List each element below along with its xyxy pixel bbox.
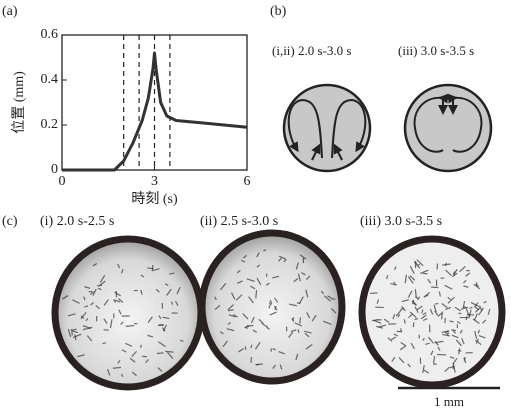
speckle bbox=[180, 340, 183, 341]
speckle bbox=[157, 353, 163, 354]
speckle bbox=[256, 364, 263, 365]
y-tick-label: 0 bbox=[51, 162, 58, 177]
image-title: (ii) 2.5 s-3.0 s bbox=[200, 214, 278, 229]
speckle bbox=[442, 312, 443, 320]
photos bbox=[55, 233, 502, 387]
speckle bbox=[435, 303, 438, 304]
y-tick-label: 0.6 bbox=[41, 27, 59, 42]
speckle bbox=[450, 321, 454, 322]
speckle bbox=[102, 343, 105, 344]
speckle bbox=[97, 285, 102, 286]
image-title: (iii) 3.0 s-3.5 s bbox=[360, 214, 442, 229]
panel-label: (c) bbox=[2, 214, 18, 229]
speckle bbox=[256, 290, 257, 298]
y-tick-label: 0.4 bbox=[41, 72, 59, 87]
photo bbox=[202, 233, 342, 381]
diagram-title: (iii) 3.0 s-3.5 s bbox=[398, 43, 474, 58]
flow-diagram bbox=[284, 85, 370, 171]
x-axis-label: 時刻 (s) bbox=[131, 191, 178, 207]
scale-label: 1 mm bbox=[434, 394, 464, 409]
figure: (a) 0 3 6 0 0.2 0.4 0.6 時刻 (s) 位置 (mm) (b) (i,ii… bbox=[0, 0, 511, 412]
panel-label: (a) bbox=[2, 4, 18, 19]
line-chart: 0 3 6 0 0.2 0.4 0.6 時刻 (s) 位置 (mm) bbox=[11, 27, 250, 207]
speckle bbox=[165, 351, 173, 352]
speckle bbox=[370, 293, 377, 294]
x-tick-label: 6 bbox=[244, 174, 251, 189]
speckle bbox=[113, 367, 121, 368]
x-tick-label: 0 bbox=[59, 174, 66, 189]
diagram-title: (i,ii) 2.0 s-3.0 s bbox=[272, 43, 351, 58]
photo bbox=[55, 239, 201, 387]
y-axis-label: 位置 (mm) bbox=[11, 71, 27, 134]
y-tick-label: 0.2 bbox=[41, 117, 59, 132]
speckle bbox=[126, 326, 135, 327]
image-title: (i) 2.0 s-2.5 s bbox=[40, 214, 114, 229]
speckle bbox=[104, 330, 109, 331]
panel-label: (b) bbox=[270, 4, 287, 19]
flow-diagram bbox=[405, 85, 491, 171]
speckle bbox=[245, 346, 246, 350]
x-tick-label: 3 bbox=[151, 174, 158, 189]
speckle bbox=[458, 350, 462, 351]
speckle bbox=[300, 318, 301, 324]
speckle bbox=[331, 298, 336, 299]
